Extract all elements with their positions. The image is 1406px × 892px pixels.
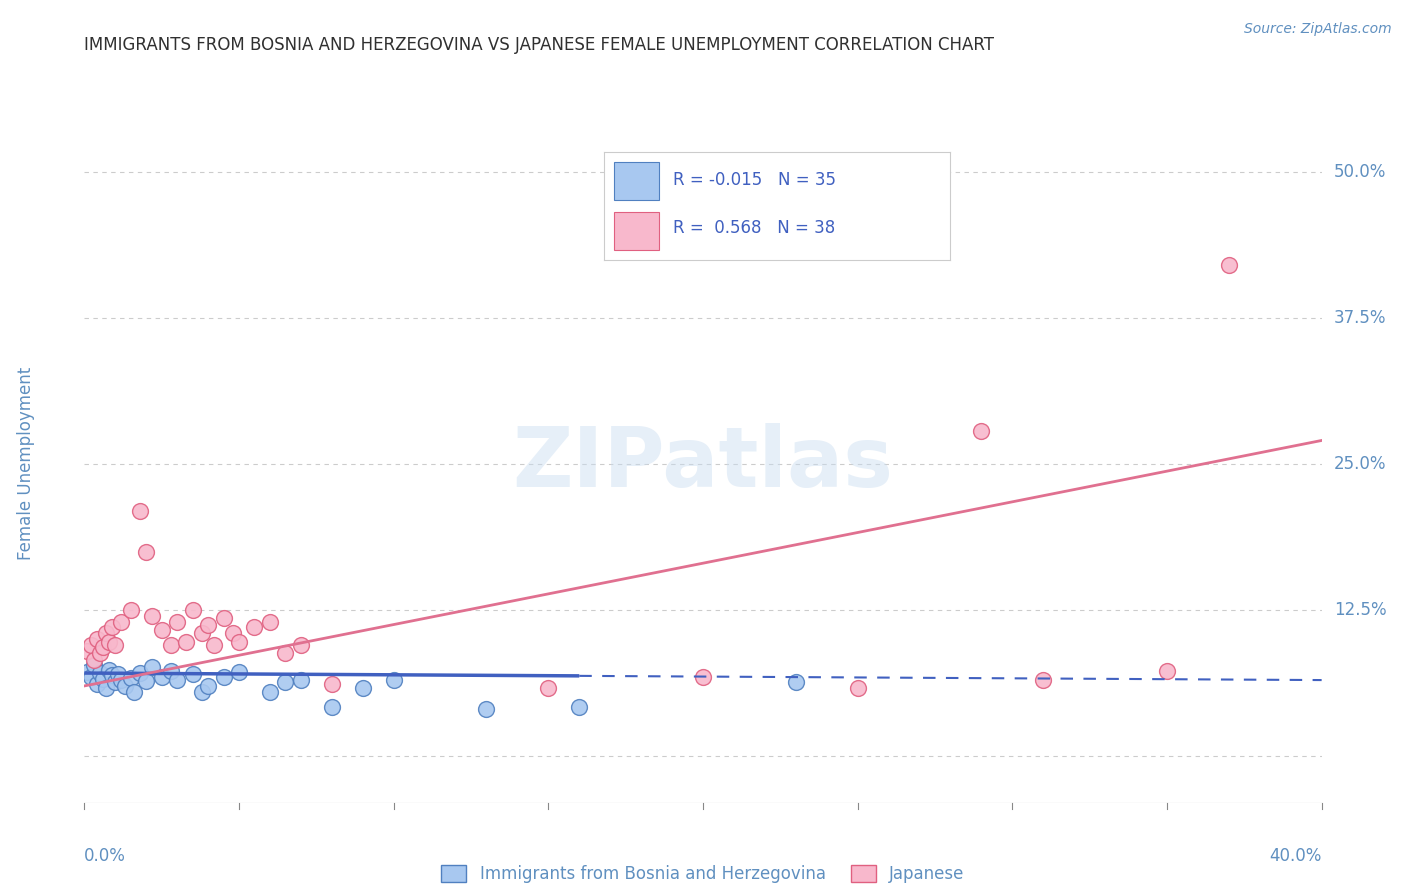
Point <box>166 673 188 687</box>
Point <box>101 668 124 682</box>
Point <box>290 673 312 687</box>
Point <box>79 669 101 683</box>
Point <box>141 608 163 623</box>
Point <box>785 675 807 690</box>
Point <box>243 620 266 634</box>
Point <box>91 672 114 686</box>
Point <box>129 666 152 681</box>
Text: 50.0%: 50.0% <box>1334 162 1386 181</box>
Point <box>274 646 297 660</box>
Point <box>89 646 111 660</box>
Point <box>352 681 374 696</box>
Legend: Immigrants from Bosnia and Herzegovina, Japanese: Immigrants from Bosnia and Herzegovina, … <box>434 858 972 889</box>
Text: 25.0%: 25.0% <box>1334 455 1386 473</box>
Point <box>107 667 129 681</box>
Point <box>86 632 108 647</box>
Point <box>86 676 108 690</box>
Point <box>692 669 714 683</box>
Point <box>76 665 98 679</box>
Point <box>104 675 127 690</box>
Point <box>191 685 214 699</box>
Point <box>222 626 245 640</box>
Point <box>104 638 127 652</box>
Point <box>568 700 591 714</box>
Point <box>176 634 198 648</box>
Point <box>160 664 183 678</box>
Point <box>98 663 121 677</box>
Point <box>228 665 250 679</box>
Point <box>191 626 214 640</box>
Point <box>98 634 121 648</box>
Point <box>76 644 98 658</box>
Point <box>135 544 157 558</box>
Bar <box>614 211 659 250</box>
Point <box>475 702 498 716</box>
Point <box>846 681 869 696</box>
Point <box>91 640 114 655</box>
Point <box>110 673 132 687</box>
Point <box>212 611 235 625</box>
Point <box>135 674 157 689</box>
Text: R = -0.015   N = 35: R = -0.015 N = 35 <box>673 170 837 188</box>
Text: 0.0%: 0.0% <box>84 847 127 865</box>
Point <box>537 681 560 696</box>
Point <box>181 603 204 617</box>
Text: 40.0%: 40.0% <box>1270 847 1322 865</box>
Point <box>197 679 219 693</box>
Point <box>274 675 297 690</box>
Point <box>321 676 343 690</box>
Point <box>120 603 142 617</box>
Text: 37.5%: 37.5% <box>1334 309 1386 326</box>
Point <box>122 685 145 699</box>
Point <box>129 503 152 517</box>
Text: R =  0.568   N = 38: R = 0.568 N = 38 <box>673 219 835 237</box>
Text: Source: ZipAtlas.com: Source: ZipAtlas.com <box>1244 22 1392 37</box>
Point <box>382 673 405 687</box>
Point <box>259 685 281 699</box>
Point <box>160 638 183 652</box>
Point <box>120 671 142 685</box>
Point <box>83 653 105 667</box>
Point <box>110 615 132 629</box>
Text: Female Unemployment: Female Unemployment <box>17 368 35 560</box>
Point <box>181 667 204 681</box>
Point <box>970 424 993 438</box>
Point <box>212 669 235 683</box>
Text: IMMIGRANTS FROM BOSNIA AND HERZEGOVINA VS JAPANESE FEMALE UNEMPLOYMENT CORRELATI: IMMIGRANTS FROM BOSNIA AND HERZEGOVINA V… <box>84 36 994 54</box>
Point <box>259 615 281 629</box>
Point <box>94 681 117 696</box>
Point <box>1156 664 1178 678</box>
Point <box>150 669 173 683</box>
Point <box>83 657 105 672</box>
Point <box>94 626 117 640</box>
Point <box>1218 258 1240 272</box>
Text: ZIPatlas: ZIPatlas <box>513 424 893 504</box>
Point <box>197 618 219 632</box>
Point <box>228 634 250 648</box>
Point <box>290 638 312 652</box>
Point <box>1032 673 1054 687</box>
Point <box>141 660 163 674</box>
Point <box>101 620 124 634</box>
Point <box>79 638 101 652</box>
Point <box>114 679 136 693</box>
Point <box>202 638 225 652</box>
Text: 12.5%: 12.5% <box>1334 601 1386 619</box>
Point <box>321 700 343 714</box>
Point <box>150 623 173 637</box>
Bar <box>614 161 659 200</box>
Point <box>89 666 111 681</box>
Point <box>166 615 188 629</box>
